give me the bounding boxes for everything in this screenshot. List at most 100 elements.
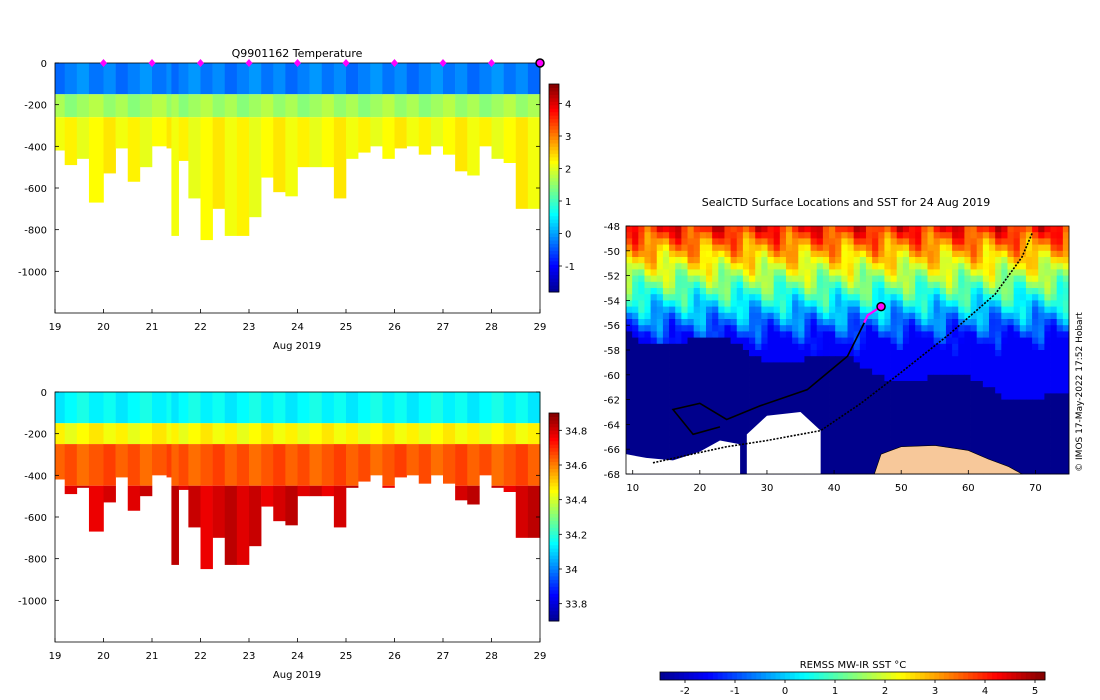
sst-cell (693, 306, 701, 314)
sst-cell (656, 424, 664, 431)
sst-cell (767, 405, 775, 413)
sst-cell (909, 281, 916, 289)
sst-cell (1019, 331, 1027, 338)
sst-cell (1062, 467, 1070, 475)
sst-cell (730, 250, 738, 258)
profile-column (309, 392, 323, 497)
sst-cell (724, 350, 731, 357)
sst-cell (669, 399, 676, 407)
map-y-tick-label: -60 (604, 371, 620, 382)
map-y-tick-label: -66 (604, 445, 620, 456)
sst-cell (933, 362, 941, 369)
sst-cell (656, 381, 664, 388)
section-cell (103, 423, 116, 445)
sst-cell (902, 238, 910, 245)
sst-cell (662, 374, 670, 382)
sst-cell (736, 269, 744, 276)
sst-cell (890, 393, 898, 400)
sst-cell (675, 232, 682, 239)
colorbar-segment (549, 243, 559, 248)
sst-cell (650, 257, 658, 264)
sst-cell (1019, 306, 1027, 314)
sst-cell (761, 319, 768, 326)
sst-cell (632, 250, 639, 258)
sst-cell (952, 312, 959, 320)
sst-cell (736, 294, 744, 301)
sst-cell (792, 275, 799, 283)
sst-cell (841, 350, 848, 357)
sst-cell (976, 269, 984, 276)
sst-cell (687, 319, 695, 326)
sst-cell (767, 288, 775, 295)
sst-cell (1050, 461, 1058, 469)
section-cell (370, 444, 383, 476)
sst-cell (705, 393, 713, 400)
sst-cell (1019, 443, 1027, 450)
sst-cell (681, 430, 688, 438)
sst-cell (964, 238, 971, 245)
sst-cell (693, 381, 701, 388)
sst-cell (675, 350, 682, 357)
sst-cell (804, 263, 811, 270)
sst-cell (1025, 362, 1033, 369)
sst-cell (933, 374, 941, 382)
sst-cell (792, 269, 799, 276)
sst-cell (822, 343, 830, 351)
sst-cell (1001, 238, 1008, 245)
sst-cell (1050, 362, 1058, 369)
sst-colorbar-segment (664, 672, 671, 680)
sst-cell (939, 412, 947, 419)
sst-cell (792, 325, 799, 332)
sst-cell (650, 319, 658, 326)
sst-cell (669, 250, 676, 258)
sst-cell (829, 325, 836, 332)
sst-cell (853, 461, 861, 469)
sst-cell (933, 288, 941, 295)
sst-cell (681, 393, 688, 400)
sst-cell (909, 288, 916, 295)
sst-cell (798, 362, 805, 369)
sst-cell (970, 418, 978, 425)
sst-cell (872, 275, 879, 283)
sst-cell (902, 393, 910, 400)
sst-cell (896, 356, 904, 363)
sst-cell (902, 368, 910, 376)
sst-cell (964, 436, 971, 444)
sst-cell (1062, 436, 1070, 444)
sst-cell (767, 269, 775, 276)
sst-cell (1007, 300, 1015, 307)
sst-cell (1062, 331, 1070, 338)
sst-cell (964, 294, 971, 301)
sst-cell (921, 226, 928, 233)
colorbar-segment (549, 260, 559, 265)
sst-cell (804, 232, 811, 239)
sst-cell (755, 300, 762, 307)
sst-cell (927, 362, 935, 369)
sst-cell (1050, 226, 1058, 233)
sst-cell (724, 343, 731, 351)
sst-cell (681, 294, 688, 301)
sst-cell (656, 412, 664, 419)
sst-cell (1044, 387, 1051, 394)
sst-cell (982, 343, 990, 351)
sst-cell (872, 281, 879, 289)
sst-cell (958, 288, 965, 295)
sst-cell (1001, 405, 1008, 413)
sst-cell (742, 461, 750, 469)
sst-cell (1001, 263, 1008, 270)
sst-cell (982, 387, 990, 394)
section-cell (467, 485, 480, 505)
section-cell (491, 94, 504, 118)
sst-cell (693, 443, 701, 450)
sst-cell (767, 387, 775, 394)
sst-cell (626, 263, 633, 270)
sst-cell (693, 393, 701, 400)
sst-cell (872, 461, 879, 469)
colorbar-segment (549, 503, 559, 508)
sst-cell (896, 418, 904, 425)
sst-cell (816, 238, 824, 245)
sst-cell (712, 399, 719, 407)
sst-cell (1032, 399, 1039, 407)
sst-cell (1013, 387, 1021, 394)
sst-cell (927, 381, 935, 388)
